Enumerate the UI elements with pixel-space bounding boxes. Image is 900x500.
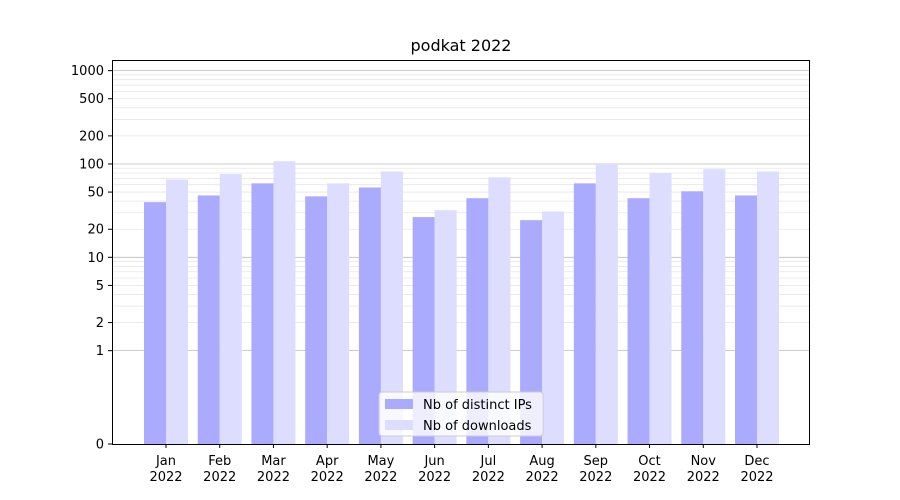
legend-swatch (385, 399, 413, 409)
bar-downloads (757, 171, 779, 445)
y-tick-label: 0 (96, 438, 104, 453)
x-tick-label: Jul 2022 (472, 454, 505, 485)
bar-downloads (219, 174, 242, 444)
y-tick-label: 100 (79, 157, 104, 172)
legend: Nb of distinct IPs Nb of downloads (378, 391, 544, 437)
plot-frame (112, 60, 810, 445)
x-tick-label: Dec 2022 (740, 454, 773, 485)
bar-downloads (703, 169, 726, 444)
y-tick-label: 2 (96, 316, 104, 331)
bar-downloads (166, 179, 188, 444)
legend-label: Nb of distinct IPs (423, 398, 532, 413)
x-tick-label: May 2022 (364, 454, 397, 485)
bar-downloads (649, 173, 672, 444)
x-tick-label: Oct 2022 (633, 454, 666, 485)
y-axis: 0 1 2 5 10 20 50 100 200 500 1000 (71, 64, 112, 453)
bar-distinct-ips (681, 191, 704, 444)
x-tick-label: Feb 2022 (203, 454, 236, 485)
x-tick-label: Mar 2022 (257, 454, 290, 485)
y-tick-label: 10 (87, 251, 104, 266)
bar-downloads (488, 177, 511, 444)
x-tick-label: Aug 2022 (526, 454, 559, 485)
bar-distinct-ips (627, 198, 650, 444)
x-tick-label: Sep 2022 (579, 454, 612, 485)
x-tick-label: Nov 2022 (687, 454, 720, 485)
bar-distinct-ips (305, 196, 328, 444)
x-tick-label: Jun 2022 (418, 454, 451, 485)
bar-distinct-ips (466, 198, 489, 444)
y-tick-label: 5 (96, 279, 104, 294)
legend-box (378, 391, 544, 437)
x-tick-label: Apr 2022 (311, 454, 344, 485)
bar-distinct-ips (735, 195, 757, 444)
bar-distinct-ips (412, 217, 435, 444)
y-tick-label: 50 (87, 186, 104, 201)
bars-group (144, 161, 779, 445)
x-axis: Jan 2022 Feb 2022 Mar 2022 Apr 2022 May 2022 Jun 20… (149, 444, 774, 485)
bar-distinct-ips (573, 183, 596, 444)
bar-distinct-ips (251, 183, 274, 444)
bar-downloads (327, 183, 350, 444)
chart-title: podkat 2022 (411, 36, 512, 55)
bar-distinct-ips (144, 202, 166, 444)
legend-swatch (385, 420, 413, 430)
bar-downloads (380, 171, 403, 445)
bar-downloads (273, 161, 296, 444)
bar-distinct-ips (197, 195, 220, 444)
y-tick-label: 200 (79, 129, 104, 144)
y-tick-label: 500 (79, 92, 104, 107)
y-tick-label: 20 (87, 223, 104, 238)
bar-distinct-ips (520, 220, 543, 444)
y-tick-label: 1 (96, 344, 104, 359)
x-tick-label: Jan 2022 (149, 454, 182, 485)
legend-label: Nb of downloads (423, 419, 532, 434)
y-tick-label: 1000 (71, 64, 104, 79)
bar-downloads (434, 210, 457, 444)
bar-downloads (542, 211, 565, 444)
bar-distinct-ips (358, 187, 381, 444)
bar-downloads (595, 163, 618, 445)
